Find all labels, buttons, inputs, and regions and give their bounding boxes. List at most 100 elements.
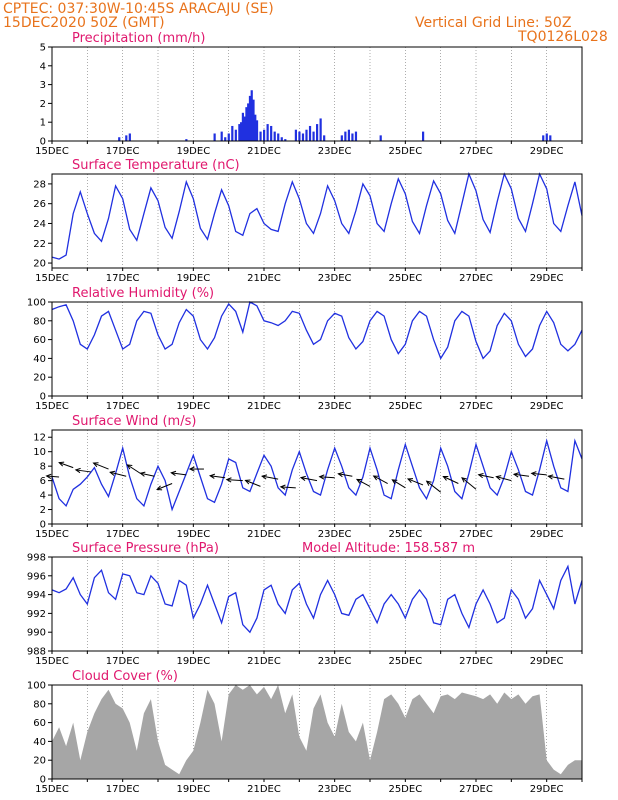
x-tick-label: 17DEC xyxy=(106,273,140,284)
header-model-id: TQ0126L028 xyxy=(518,29,608,45)
precip-bar xyxy=(227,133,230,141)
wind-arrow-head xyxy=(512,472,519,478)
cloud-panel-title: Cloud Cover (%) xyxy=(72,669,178,684)
precip-bar xyxy=(284,139,287,141)
x-tick-label: 23DEC xyxy=(318,529,352,540)
wind-panel-title: Surface Wind (m/s) xyxy=(72,414,196,429)
precip-panel-title: Precipitation (mm/h) xyxy=(72,31,205,46)
x-tick-label: 19DEC xyxy=(176,784,210,795)
wind-arrow-head xyxy=(139,471,146,477)
precip-bar xyxy=(347,129,350,141)
x-tick-label: 29DEC xyxy=(530,656,564,667)
precip-bar xyxy=(238,124,241,141)
x-tick-label: 29DEC xyxy=(530,784,564,795)
x-tick-label: 29DEC xyxy=(530,146,564,157)
y-tick-label: 988 xyxy=(27,647,46,658)
precip-bar xyxy=(280,137,283,141)
precip-bar xyxy=(323,135,326,141)
precip-bar xyxy=(128,133,131,141)
rh-panel-frame xyxy=(51,301,583,397)
x-tick-label: 15DEC xyxy=(35,656,69,667)
precip-bar xyxy=(545,133,548,141)
precip-bar xyxy=(301,133,305,141)
wind-arrow-head xyxy=(244,479,251,485)
wind-arrow-head xyxy=(126,464,133,470)
precip-bar xyxy=(316,124,319,141)
y-tick-label: 996 xyxy=(27,571,46,582)
precip-bar xyxy=(213,133,216,141)
precip-bar xyxy=(231,125,234,141)
y-tick-label: 100 xyxy=(27,298,46,309)
precip-bar xyxy=(277,133,280,141)
y-tick-label: 0 xyxy=(40,137,46,148)
x-tick-label: 17DEC xyxy=(106,146,140,157)
wind-arrow-head xyxy=(261,474,268,480)
precip-bar xyxy=(354,131,358,141)
y-tick-label: 0 xyxy=(40,775,46,786)
precip-bar xyxy=(224,137,227,141)
y-tick-label: 22 xyxy=(33,239,46,250)
x-tick-label: 15DEC xyxy=(35,401,69,412)
x-tick-label: 15DEC xyxy=(35,146,69,157)
precip-bar xyxy=(298,131,301,141)
wind-arrow-head xyxy=(547,474,554,480)
wind-arrow xyxy=(280,486,296,489)
x-tick-label: 27DEC xyxy=(459,273,493,284)
precip-bar xyxy=(118,137,121,141)
wind-arrow xyxy=(496,476,512,482)
precip-bar xyxy=(263,129,266,141)
wind-arrow xyxy=(443,476,459,484)
y-tick-label: 60 xyxy=(33,718,46,729)
wind-arrow xyxy=(210,475,226,479)
x-tick-label: 25DEC xyxy=(388,784,422,795)
x-tick-label: 25DEC xyxy=(388,529,422,540)
x-tick-label: 19DEC xyxy=(176,401,210,412)
y-tick-label: 12 xyxy=(33,433,46,444)
x-tick-label: 15DEC xyxy=(35,273,69,284)
y-tick-label: 80 xyxy=(33,316,46,327)
rh-panel-title: Relative Humidity (%) xyxy=(72,286,214,301)
x-tick-label: 21DEC xyxy=(247,529,281,540)
x-tick-label: 21DEC xyxy=(247,784,281,795)
y-tick-label: 20 xyxy=(33,259,46,270)
x-tick-label: 23DEC xyxy=(318,273,352,284)
temp-series-line xyxy=(51,171,583,260)
wind-arrow-head xyxy=(391,479,398,485)
wind-arrow-head xyxy=(208,473,216,479)
x-tick-label: 19DEC xyxy=(176,146,210,157)
precip-bar xyxy=(243,116,246,141)
x-tick-label: 21DEC xyxy=(247,146,281,157)
wind-arrow-head xyxy=(495,475,502,481)
y-tick-label: 2 xyxy=(40,505,46,516)
wind-arrow xyxy=(356,478,371,487)
precip-bar xyxy=(185,139,188,141)
x-tick-label: 29DEC xyxy=(530,273,564,284)
y-tick-label: 20 xyxy=(33,373,46,384)
wind-arrow-head xyxy=(461,477,467,483)
x-tick-label: 27DEC xyxy=(459,401,493,412)
wind-arrow-head xyxy=(355,478,363,484)
precip-bar xyxy=(259,131,262,141)
wind-arrow xyxy=(548,475,565,480)
x-tick-label: 19DEC xyxy=(176,656,210,667)
precip-bar xyxy=(294,129,297,141)
header-grid-line: Vertical Grid Line: 50Z xyxy=(415,15,572,31)
wind-arrow-head xyxy=(58,461,65,467)
x-tick-label: 25DEC xyxy=(388,401,422,412)
wind-arrow-head xyxy=(74,467,81,474)
pres-panel-frame xyxy=(51,556,583,652)
precip-bar xyxy=(220,131,223,141)
x-tick-label: 21DEC xyxy=(247,656,281,667)
y-tick-label: 10 xyxy=(33,447,46,458)
wind-arrow-head xyxy=(318,474,325,480)
x-tick-label: 29DEC xyxy=(530,529,564,540)
precip-bar xyxy=(549,135,552,141)
x-tick-label: 23DEC xyxy=(318,401,352,412)
x-tick-label: 27DEC xyxy=(459,656,493,667)
y-tick-label: 2 xyxy=(40,99,46,110)
x-tick-label: 25DEC xyxy=(388,656,422,667)
x-tick-label: 15DEC xyxy=(35,529,69,540)
y-tick-label: 80 xyxy=(33,699,46,710)
y-tick-label: 60 xyxy=(33,335,46,346)
